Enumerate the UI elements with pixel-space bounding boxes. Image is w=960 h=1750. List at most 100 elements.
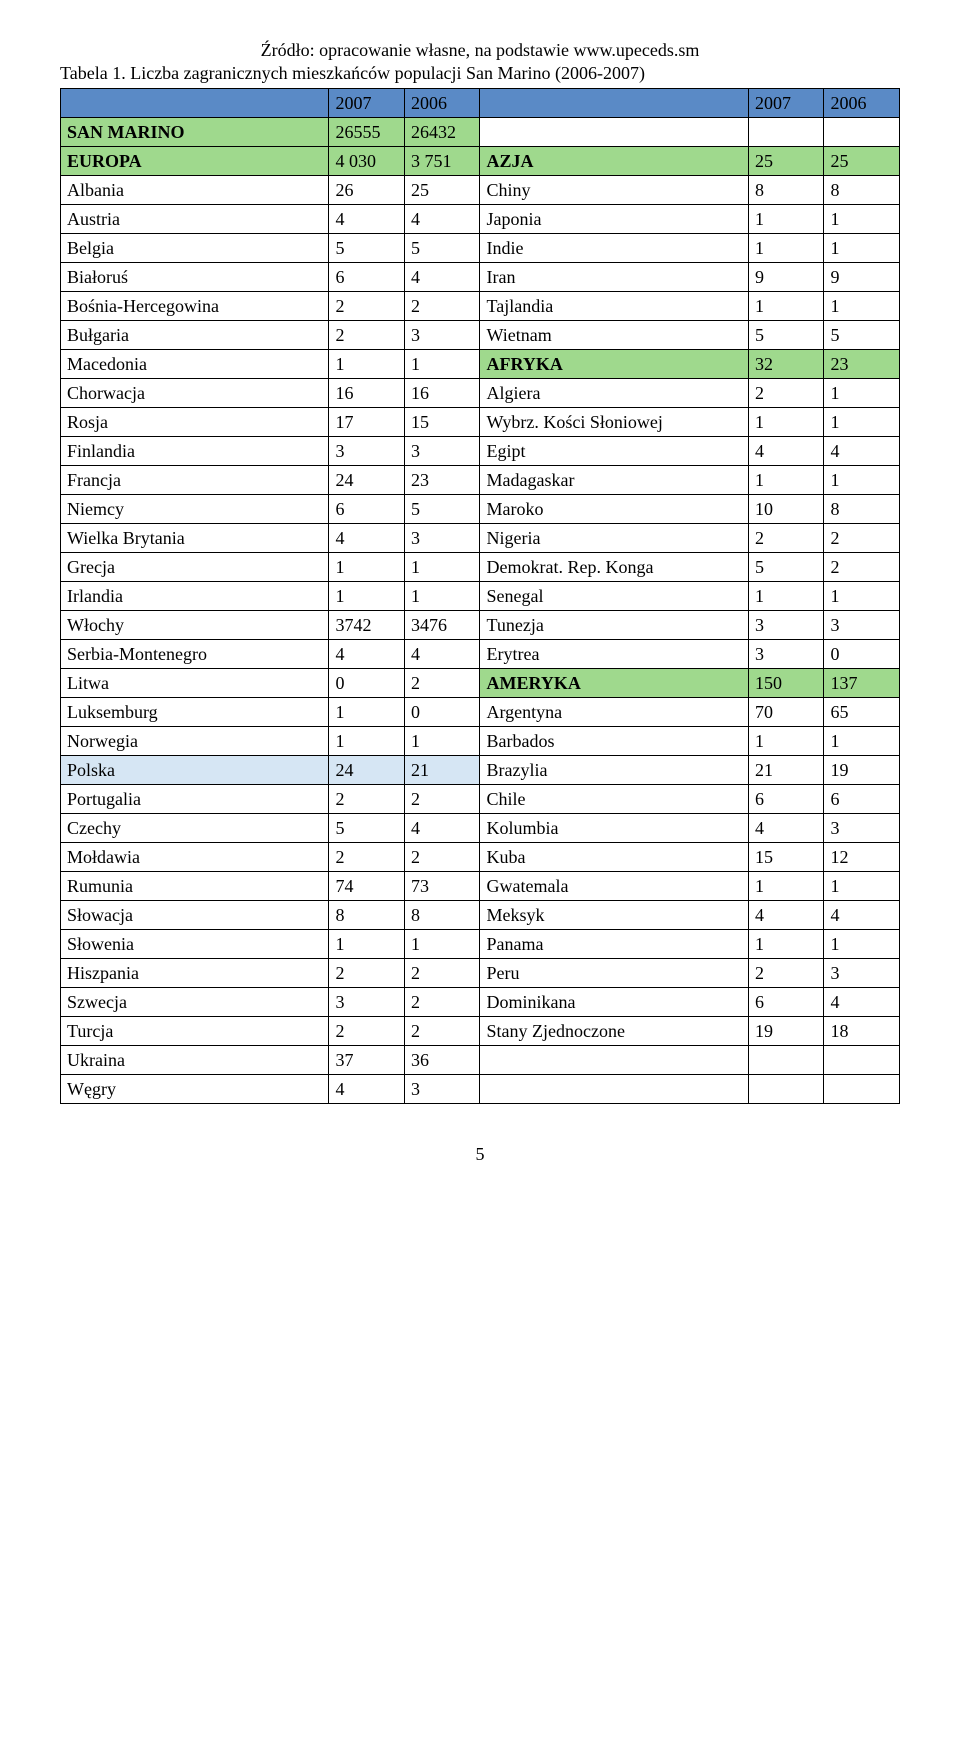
row-label: Algiera <box>480 379 748 408</box>
row-value: 4 <box>404 263 480 292</box>
row-value: 4 <box>404 640 480 669</box>
row-value: 2 <box>404 843 480 872</box>
table-row: Francja2423Madagaskar11 <box>61 466 900 495</box>
row-value: 2 <box>404 292 480 321</box>
row-value: 8 <box>329 901 405 930</box>
table-row: Rosja1715Wybrz. Kości Słoniowej11 <box>61 408 900 437</box>
row-label: Litwa <box>61 669 329 698</box>
table-row: Norwegia11Barbados11 <box>61 727 900 756</box>
row-label: Kolumbia <box>480 814 748 843</box>
row-value: 19 <box>748 1017 824 1046</box>
row-label: Luksemburg <box>61 698 329 727</box>
row-value: 2 <box>404 785 480 814</box>
table-row: Rumunia7473Gwatemala11 <box>61 872 900 901</box>
row-value: 3 <box>329 988 405 1017</box>
row-value: 1 <box>404 350 480 379</box>
row-value: 36 <box>404 1046 480 1075</box>
row-value: 1 <box>824 292 900 321</box>
row-value: 6 <box>824 785 900 814</box>
row-label: Maroko <box>480 495 748 524</box>
row-value: 3 <box>824 814 900 843</box>
row-label: Chile <box>480 785 748 814</box>
row-value: 3742 <box>329 611 405 640</box>
row-label: Chorwacja <box>61 379 329 408</box>
row-value: 26555 <box>329 118 405 147</box>
table-row: Ukraina3736 <box>61 1046 900 1075</box>
row-label: Mołdawia <box>61 843 329 872</box>
table-row: Litwa02AMERYKA150137 <box>61 669 900 698</box>
row-value <box>748 1075 824 1104</box>
row-value: 16 <box>404 379 480 408</box>
row-value: 21 <box>748 756 824 785</box>
table-row: Szwecja32Dominikana64 <box>61 988 900 1017</box>
row-value: 2 <box>748 524 824 553</box>
row-value: 26432 <box>404 118 480 147</box>
row-label <box>480 1046 748 1075</box>
row-value: 3 <box>824 611 900 640</box>
row-value: 1 <box>329 553 405 582</box>
table-row: Włochy37423476Tunezja33 <box>61 611 900 640</box>
row-value: 17 <box>329 408 405 437</box>
row-label: SAN MARINO <box>61 118 329 147</box>
row-label: Węgry <box>61 1075 329 1104</box>
row-value: 9 <box>748 263 824 292</box>
row-label: Indie <box>480 234 748 263</box>
row-value: 4 <box>748 814 824 843</box>
row-value: 5 <box>404 234 480 263</box>
row-value: 1 <box>748 292 824 321</box>
table-row: Bułgaria23Wietnam55 <box>61 321 900 350</box>
row-label: Demokrat. Rep. Konga <box>480 553 748 582</box>
row-value <box>824 118 900 147</box>
row-label: Wielka Brytania <box>61 524 329 553</box>
row-value <box>824 1046 900 1075</box>
row-label: Bułgaria <box>61 321 329 350</box>
row-value: 6 <box>329 495 405 524</box>
row-label: Belgia <box>61 234 329 263</box>
row-value: 1 <box>748 872 824 901</box>
row-value: 15 <box>748 843 824 872</box>
row-value: 8 <box>824 495 900 524</box>
row-value: 1 <box>404 553 480 582</box>
row-value: 32 <box>748 350 824 379</box>
row-label: Stany Zjednoczone <box>480 1017 748 1046</box>
row-value: 5 <box>824 321 900 350</box>
row-value: 1 <box>329 930 405 959</box>
row-label: Iran <box>480 263 748 292</box>
row-value: 25 <box>824 147 900 176</box>
row-value: 1 <box>748 205 824 234</box>
row-label: Madagaskar <box>480 466 748 495</box>
row-label: Peru <box>480 959 748 988</box>
row-value: 19 <box>824 756 900 785</box>
row-label: Senegal <box>480 582 748 611</box>
table-row: Chorwacja1616Algiera21 <box>61 379 900 408</box>
page-number: 5 <box>60 1144 900 1165</box>
row-value: 4 <box>329 205 405 234</box>
row-value: 1 <box>404 582 480 611</box>
table-row: Luksemburg10Argentyna7065 <box>61 698 900 727</box>
row-label: Białoruś <box>61 263 329 292</box>
row-value: 70 <box>748 698 824 727</box>
table-row: Słowacja88Meksyk44 <box>61 901 900 930</box>
row-label: Włochy <box>61 611 329 640</box>
table-row: Polska2421Brazylia2119 <box>61 756 900 785</box>
row-value: 6 <box>748 785 824 814</box>
row-value: 4 <box>404 205 480 234</box>
table-row: EUROPA4 0303 751AZJA2525 <box>61 147 900 176</box>
row-value: 2006 <box>824 89 900 118</box>
row-value: 1 <box>824 727 900 756</box>
row-value: 3 <box>404 524 480 553</box>
row-value: 24 <box>329 756 405 785</box>
table-row: Portugalia22Chile66 <box>61 785 900 814</box>
row-label: Portugalia <box>61 785 329 814</box>
table-row: Macedonia11AFRYKA3223 <box>61 350 900 379</box>
row-value: 2 <box>824 524 900 553</box>
row-value: 8 <box>748 176 824 205</box>
table-row: Irlandia11Senegal11 <box>61 582 900 611</box>
table-row: Mołdawia22Kuba1512 <box>61 843 900 872</box>
table-row: Turcja22Stany Zjednoczone1918 <box>61 1017 900 1046</box>
row-label: Grecja <box>61 553 329 582</box>
row-value: 1 <box>824 234 900 263</box>
row-label: Turcja <box>61 1017 329 1046</box>
row-label: Rumunia <box>61 872 329 901</box>
row-value: 1 <box>748 930 824 959</box>
